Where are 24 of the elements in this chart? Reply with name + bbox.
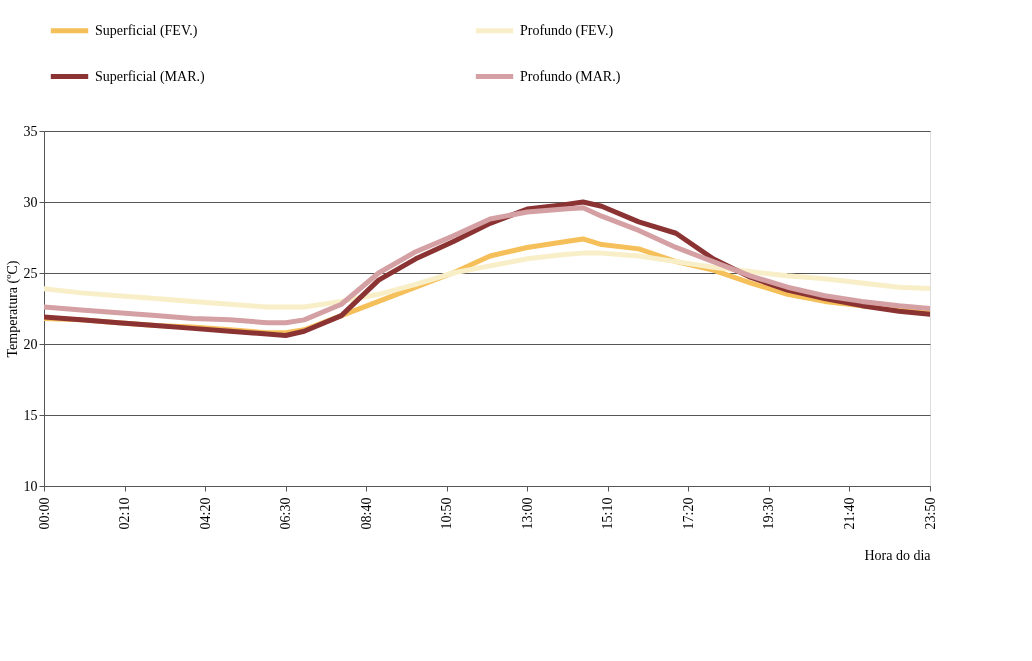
x-tick-label: 04:20 [197, 497, 213, 530]
x-tick-label: 02:10 [117, 497, 133, 530]
y-tick-label: 15 [23, 407, 38, 423]
y-tick-label: 35 [23, 123, 38, 139]
legend-label: Superficial (FEV.) [95, 22, 198, 39]
legend-label: Superficial (MAR.) [95, 68, 205, 85]
legend-label: Profundo (FEV.) [520, 22, 614, 39]
y-tick-label: 30 [23, 194, 38, 210]
y-tick-label: 25 [23, 265, 38, 281]
x-tick-label: 13:00 [519, 497, 535, 530]
y-tick-label: 10 [23, 478, 38, 494]
y-axis-title: Temperatura (ºC) [4, 260, 21, 358]
x-tick-label: 19:30 [761, 497, 777, 530]
x-tick-label: 15:10 [600, 497, 616, 530]
x-tick-label: 08:40 [358, 497, 374, 530]
x-tick-label: 10:50 [439, 497, 455, 530]
x-tick-label: 17:20 [680, 497, 696, 530]
x-tick-label: 21:40 [841, 497, 857, 530]
legend-label: Profundo (MAR.) [520, 68, 621, 85]
x-tick-label: 23:50 [922, 497, 938, 530]
x-tick-label: 00:00 [36, 497, 52, 530]
y-tick-label: 20 [23, 336, 38, 352]
x-tick-label: 06:30 [278, 497, 294, 530]
x-axis-title: Hora do dia [864, 548, 932, 564]
